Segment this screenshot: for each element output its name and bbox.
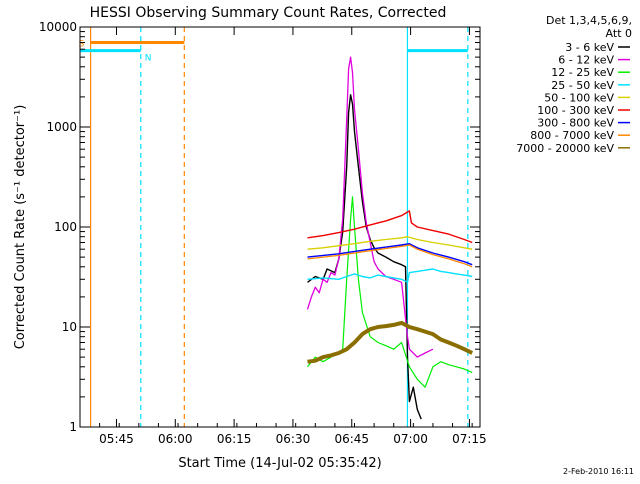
x-tick-label-3: 06:30 xyxy=(276,432,311,446)
y-tick-label-4: 10000 xyxy=(39,20,77,34)
x-tick-label-6: 07:15 xyxy=(452,432,487,446)
y-tick-label-3: 1000 xyxy=(46,120,77,134)
x-axis: 05:45 06:00 06:15 06:30 06:45 07:00 07:15 xyxy=(99,27,487,446)
legend-label-0: 3 - 6 keV xyxy=(565,41,614,54)
x-tick-label-4: 06:45 xyxy=(334,432,369,446)
legend-label-6: 300 - 800 keV xyxy=(537,117,614,130)
y-axis: 1 10 100 1000 10000 xyxy=(39,20,480,434)
series-line-1 xyxy=(306,56,434,358)
legend-label-1: 6 - 12 keV xyxy=(558,54,614,67)
legend-label-3: 25 - 50 keV xyxy=(551,79,614,92)
series-line-5 xyxy=(307,210,473,244)
x-tick-label-2: 06:15 xyxy=(217,432,252,446)
x-tick-label-5: 07:00 xyxy=(393,432,428,446)
legend-label-2: 12 - 25 keV xyxy=(551,66,614,79)
series-group xyxy=(306,56,474,420)
legend-label-8: 7000 - 20000 keV xyxy=(516,142,614,155)
x-tick-label-0: 05:45 xyxy=(99,432,134,446)
series-line-7 xyxy=(307,244,473,268)
y-tick-label-1: 10 xyxy=(62,320,77,334)
series-line-8 xyxy=(307,320,474,364)
x-axis-label: Start Time (14-Jul-02 05:35:42) xyxy=(178,456,381,471)
chart-title: HESSI Observing Summary Count Rates, Cor… xyxy=(90,5,447,21)
plot-area: SN xyxy=(79,27,474,427)
legend-label-4: 50 - 100 keV xyxy=(544,91,614,104)
x-tick-label-1: 06:00 xyxy=(158,432,193,446)
legend-label-7: 800 - 7000 keV xyxy=(530,129,614,142)
series-line-4 xyxy=(307,236,473,250)
legend-header-attenuator: Att 0 xyxy=(606,27,632,40)
y-tick-label-2: 100 xyxy=(54,220,77,234)
flag-bar-label-0: S xyxy=(79,39,85,49)
legend-header-detectors: Det 1,3,4,5,6,9, xyxy=(546,14,632,27)
series-line-2 xyxy=(307,196,473,388)
series-line-6 xyxy=(307,242,473,266)
y-axis-label: Corrected Count Rate (s⁻¹ detector⁻¹) xyxy=(13,105,28,350)
footer-timestamp: 2-Feb-2010 16:11 xyxy=(563,467,634,476)
y-tick-label-0: 1 xyxy=(69,420,77,434)
legend-label-5: 100 - 300 keV xyxy=(537,104,614,117)
series-line-3 xyxy=(307,268,473,283)
flag-bar-label-1: N xyxy=(145,54,152,64)
